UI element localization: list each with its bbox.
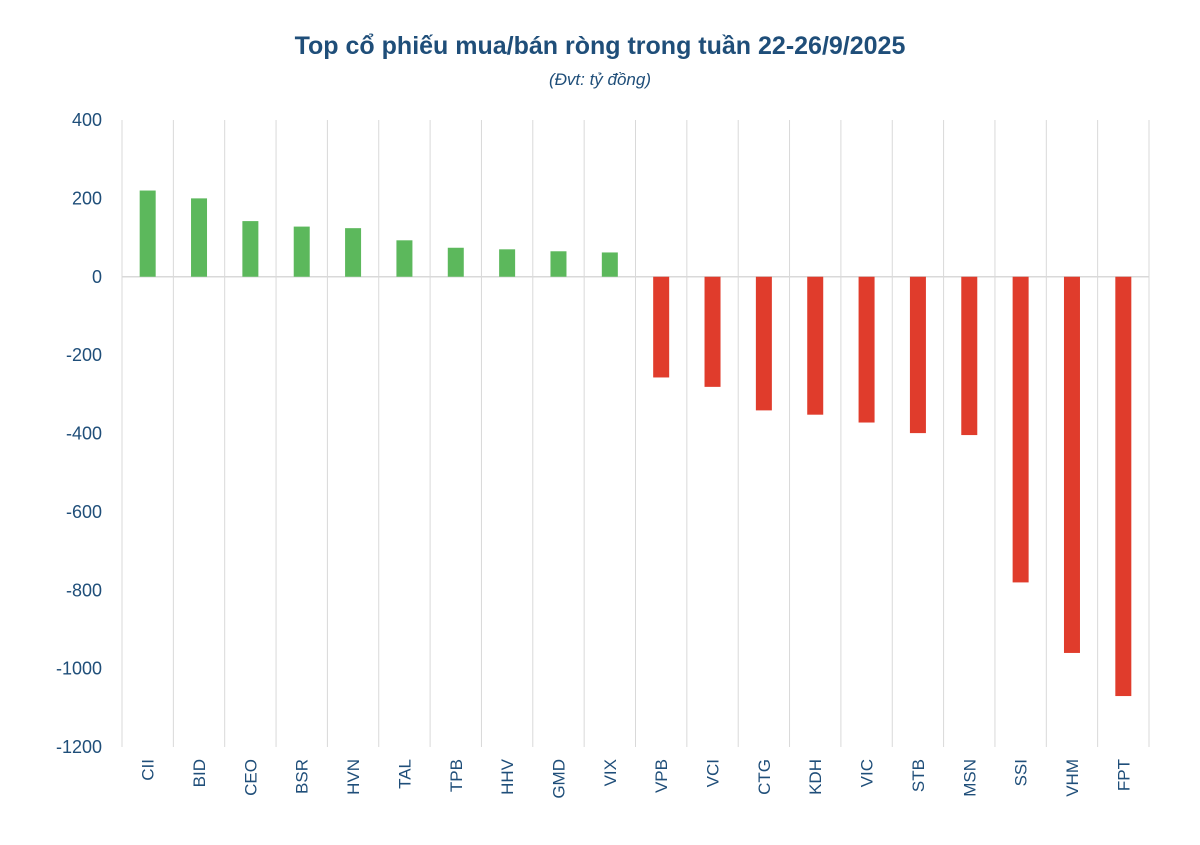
y-tick-label: 400 xyxy=(72,110,102,130)
y-tick-label: -600 xyxy=(66,502,102,522)
x-tick-label: VPB xyxy=(652,759,671,793)
x-tick-label: FPT xyxy=(1114,759,1133,791)
bar-vix xyxy=(601,252,618,277)
bar-fpt xyxy=(1115,276,1132,697)
bar-vpb xyxy=(653,276,670,378)
x-tick-label: VHM xyxy=(1063,759,1082,797)
chart-subtitle: (Đvt: tỷ đồng) xyxy=(548,70,652,89)
x-tick-label: BID xyxy=(190,759,209,787)
bar-bsr xyxy=(293,226,310,277)
y-tick-label: -400 xyxy=(66,424,102,444)
y-tick-label: -1200 xyxy=(56,737,102,757)
x-tick-label: STB xyxy=(909,759,928,792)
x-tick-label: VIX xyxy=(601,759,620,786)
bar-vic xyxy=(858,276,875,423)
x-tick-label: CII xyxy=(139,759,158,781)
bar-ssi xyxy=(1012,276,1029,583)
x-tick-label: VIC xyxy=(858,759,877,787)
bar-tpb xyxy=(447,247,464,277)
bar-ceo xyxy=(242,221,259,277)
bar-stb xyxy=(909,276,926,434)
y-tick-label: -800 xyxy=(66,580,102,600)
x-tick-label: TAL xyxy=(395,759,414,789)
x-tick-label: SSI xyxy=(1012,759,1031,786)
y-tick-label: -200 xyxy=(66,345,102,365)
y-tick-label: 0 xyxy=(92,267,102,287)
bar-ctg xyxy=(755,276,772,411)
y-tick-label: 200 xyxy=(72,188,102,208)
x-tick-label: KDH xyxy=(806,759,825,795)
bar-tal xyxy=(396,240,413,277)
bar-cii xyxy=(139,190,156,277)
bar-hvn xyxy=(345,228,362,277)
x-tick-label: CEO xyxy=(241,759,260,796)
bar-msn xyxy=(961,276,978,436)
x-tick-label: VCI xyxy=(704,759,723,787)
x-tick-label: HVN xyxy=(344,759,363,795)
x-tick-label: TPB xyxy=(447,759,466,792)
y-tick-label: -1000 xyxy=(56,659,102,679)
bar-kdh xyxy=(807,276,824,415)
bar-vci xyxy=(704,276,721,387)
x-tick-label: GMD xyxy=(549,759,568,799)
bar-hhv xyxy=(499,249,516,277)
x-tick-label: CTG xyxy=(755,759,774,795)
bar-gmd xyxy=(550,251,567,277)
bar-vhm xyxy=(1063,276,1080,653)
bar-bid xyxy=(191,198,208,277)
x-tick-label: MSN xyxy=(960,759,979,797)
chart-title: Top cổ phiếu mua/bán ròng trong tuần 22-… xyxy=(294,32,906,60)
x-tick-label: BSR xyxy=(293,759,312,794)
x-tick-label: HHV xyxy=(498,758,517,795)
